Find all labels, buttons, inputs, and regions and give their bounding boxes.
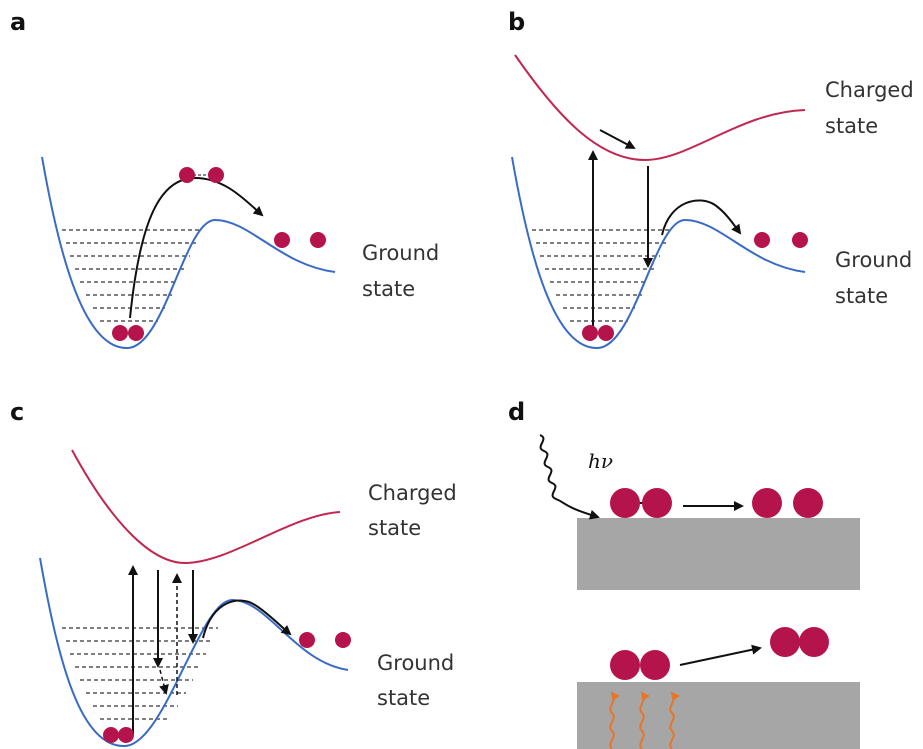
atom <box>642 488 672 518</box>
atom <box>793 488 823 518</box>
atom <box>208 167 224 183</box>
state-label: Ground <box>835 248 912 272</box>
levels <box>62 628 218 719</box>
state-label: Charged <box>825 78 914 102</box>
atom <box>128 325 144 341</box>
atom <box>274 232 290 248</box>
atom <box>754 232 770 248</box>
atom <box>792 232 808 248</box>
atom <box>335 632 351 648</box>
atom <box>582 325 598 341</box>
panel-b: b Charged state Ground state <box>508 8 914 348</box>
ground-curve <box>512 157 805 348</box>
state-label: Ground <box>362 241 439 265</box>
panel-label: d <box>508 398 525 426</box>
arrow <box>130 178 262 318</box>
atom <box>118 727 134 743</box>
arrow <box>680 648 760 665</box>
arrow <box>160 670 166 693</box>
panel-c: c Charged state Ground state <box>10 398 457 746</box>
state-label: Charged <box>368 481 457 505</box>
state-label: state <box>835 284 888 308</box>
state-label: Ground <box>377 651 454 675</box>
atom <box>112 325 128 341</box>
atom <box>640 650 670 680</box>
atom <box>610 488 640 518</box>
atom <box>770 627 800 657</box>
panel-d: d hν <box>508 398 860 749</box>
photon <box>540 435 598 517</box>
arrow <box>662 200 740 235</box>
charged-curve <box>515 55 805 160</box>
arrow <box>600 130 634 148</box>
atom <box>799 627 829 657</box>
state-label: state <box>362 277 415 301</box>
atom <box>299 632 315 648</box>
panel-label: b <box>508 8 525 36</box>
state-label: state <box>377 686 430 710</box>
panel-label: a <box>10 8 26 36</box>
atom <box>103 727 119 743</box>
photon-label: hν <box>588 449 613 473</box>
atom <box>598 325 614 341</box>
panel-label: c <box>10 398 24 426</box>
atom <box>179 167 195 183</box>
atom <box>310 232 326 248</box>
state-label: state <box>368 516 421 540</box>
atom <box>610 650 640 680</box>
panel-a: a Ground state <box>10 8 439 348</box>
surface <box>577 518 860 590</box>
surface <box>577 682 860 749</box>
charged-curve <box>72 450 340 563</box>
arrow <box>203 601 290 638</box>
figure: a Ground state b Charged state Ground st… <box>0 0 923 749</box>
atom <box>752 488 782 518</box>
state-label: state <box>825 114 878 138</box>
ground-curve <box>42 157 335 348</box>
